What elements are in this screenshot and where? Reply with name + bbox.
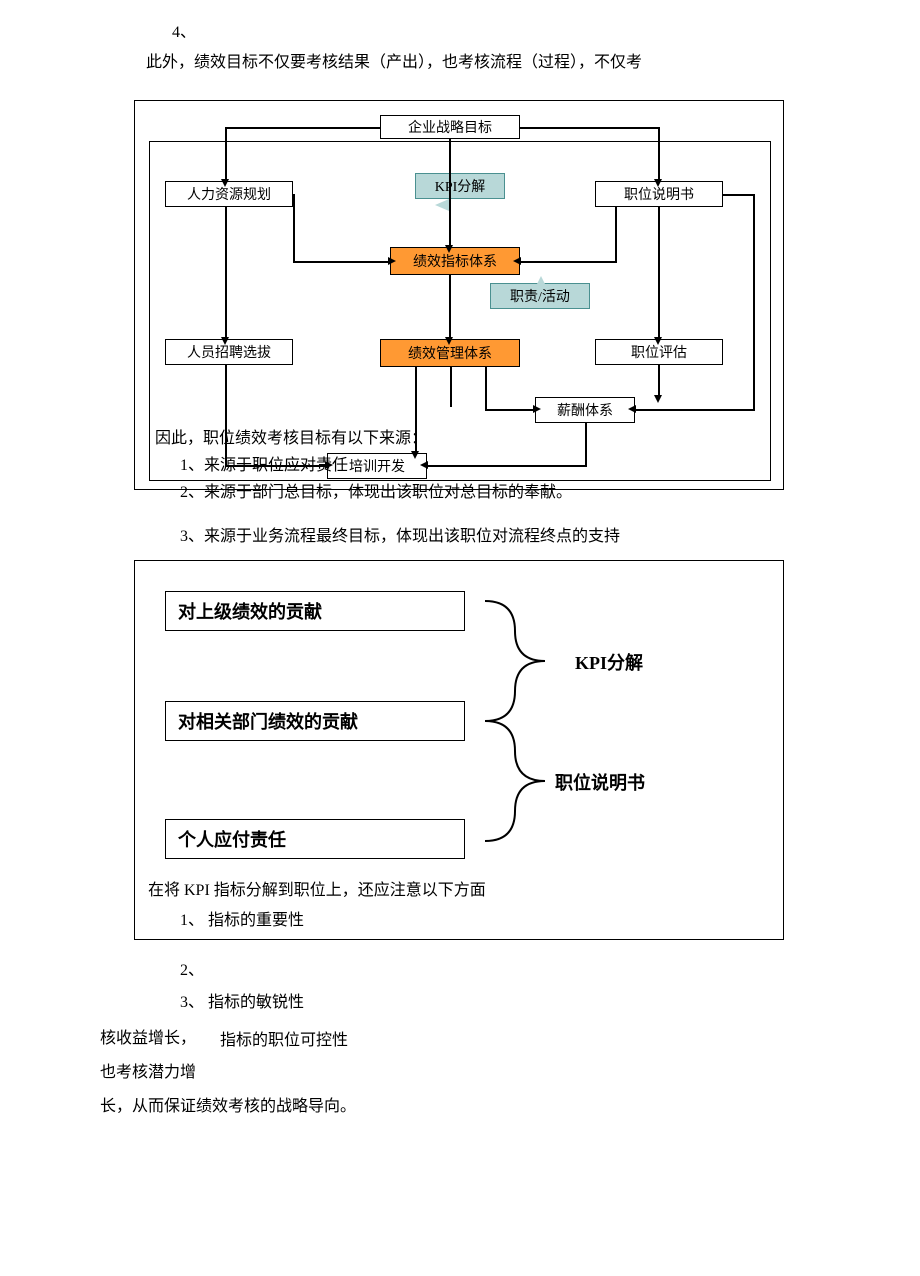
text-s1: 1、来源于职位应对责任 [180, 453, 348, 479]
box-kpi-callout: KPI分解 [415, 173, 505, 199]
box-salary: 薪酬体系 [535, 397, 635, 423]
text-s3: 3、来源于业务流程最终目标，体现出该职位对流程终点的支持 [180, 524, 620, 550]
text-k3: 3、 指标的敏锐性 [180, 990, 304, 1016]
text-kpi: 在将 KPI 指标分解到职位上，还应注意以下方面 [148, 878, 486, 904]
text-source: 因此，职位绩效考核目标有以下来源： [155, 426, 427, 452]
text-s2: 2、来源于部门总目标，体现出该职位对总目标的奉献。 [180, 480, 572, 506]
text-end: 长，从而保证绩效考核的战略导向。 [100, 1094, 356, 1120]
box-recruit: 人员招聘选拔 [165, 339, 293, 365]
text-ctrl: 指标的职位可控性 [220, 1028, 348, 1054]
text-gain: 核收益增长， [100, 1026, 196, 1052]
text-k1: 1、 指标的重要性 [180, 908, 304, 934]
text-4: 4、 [172, 20, 196, 46]
text-intro: 此外，绩效目标不仅要考核结果（产出），也考核流程（过程），不仅考 [146, 50, 642, 76]
text-k2: 2、 [180, 958, 204, 984]
box-perf-index: 绩效指标体系 [390, 247, 520, 275]
d2-label-job: 职位说明书 [555, 769, 645, 795]
d2-box-1: 对上级绩效的贡献 [165, 591, 465, 631]
d2-box-3: 个人应付责任 [165, 819, 465, 859]
text-pot: 也考核潜力增 [100, 1060, 196, 1086]
box-hr-plan: 人力资源规划 [165, 181, 293, 207]
d2-label-kpi: KPI分解 [575, 649, 643, 675]
brace-1 [475, 591, 575, 731]
d2-box-2: 对相关部门绩效的贡献 [165, 701, 465, 741]
box-strategy: 企业战略目标 [380, 115, 520, 139]
